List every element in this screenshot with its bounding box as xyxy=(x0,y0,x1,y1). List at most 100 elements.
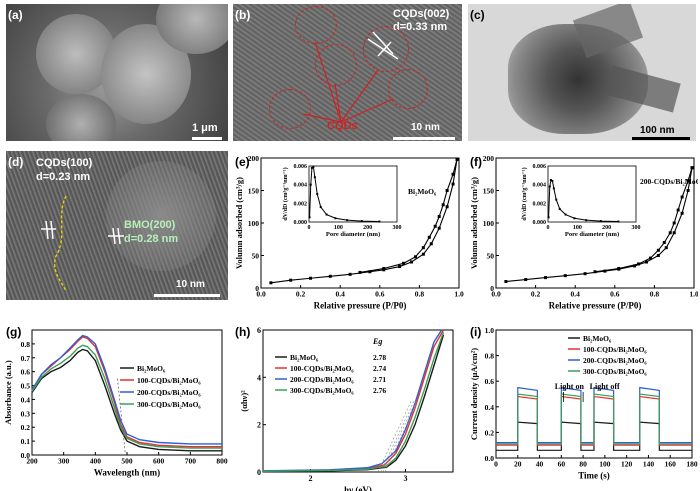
inset-point xyxy=(548,185,551,188)
legend-label: 200-CQDs/Bi₂MoO₆ xyxy=(137,388,201,397)
lattice-markers xyxy=(41,195,124,292)
y-axis-label: Volumn adsorbed (cm³/g) xyxy=(469,177,479,269)
x-tick-label: 0.4 xyxy=(336,290,346,299)
x-tick-label: 180 xyxy=(686,460,698,469)
inset-y-label: dV/dD (cm³g⁻¹nm⁻¹) xyxy=(521,167,528,220)
isotherm-point xyxy=(690,166,694,170)
current-trace xyxy=(496,395,692,446)
isotherm-point xyxy=(563,274,567,278)
y-tick-label: 0.4 xyxy=(485,403,495,412)
scale-bar xyxy=(393,137,455,140)
inset-frame xyxy=(547,165,637,223)
isotherm-point xyxy=(441,203,445,207)
isotherm-point xyxy=(656,248,660,252)
scale-text: 1 μm xyxy=(192,122,218,134)
legend-label: 300-CQDs/Bi₂MoO₆ xyxy=(583,367,647,376)
isotherm-point xyxy=(269,281,273,285)
x-tick-label: 80 xyxy=(579,460,587,469)
isotherm-point xyxy=(633,264,637,268)
inset-point xyxy=(319,206,322,209)
inset-x-label: Pore diameter (nm) xyxy=(326,231,380,238)
y-tick-label: 100 xyxy=(248,219,260,228)
isotherm-point xyxy=(328,274,332,278)
inset-pore-curve xyxy=(309,166,380,223)
x-tick-label: 120 xyxy=(621,460,633,469)
absorbance-line xyxy=(31,348,222,452)
x-axis-label: Time (s) xyxy=(578,471,610,481)
isotherm-point xyxy=(504,280,508,283)
isotherm-point xyxy=(437,215,441,218)
legend-label: Bi₂MoO₆ xyxy=(583,334,612,343)
plane2-text: BMO(200) xyxy=(124,219,176,231)
isotherm-point xyxy=(409,260,413,264)
x-axis-label: Relative pressure (P/P0) xyxy=(549,301,642,311)
light-on-label: Light on xyxy=(555,382,585,391)
y-tick-label: 0.3 xyxy=(21,409,31,418)
legend-label: 100-CQDs/Bi₂MoO₆ xyxy=(137,376,201,385)
legend-label: 200-CQDs/Bi₂MoO₆ xyxy=(583,356,647,365)
y-tick-label: 200 xyxy=(248,154,260,163)
inset-x-tick-label: 100 xyxy=(334,225,343,231)
y-tick-label: 0 xyxy=(490,284,494,293)
y-tick-label: 0.2 xyxy=(21,423,31,432)
isotherm-point xyxy=(686,189,690,192)
isotherm-point xyxy=(421,246,425,250)
panel-label-i: (i) xyxy=(470,325,482,339)
y-tick-label: 0 xyxy=(257,468,261,477)
x-tick-label: 700 xyxy=(185,457,197,466)
x-tick-label: 0.2 xyxy=(531,290,541,299)
panel-label-h: (h) xyxy=(235,325,251,339)
panel-label-b: (b) xyxy=(235,8,251,22)
scale-bar xyxy=(192,137,222,140)
inset-point xyxy=(555,198,558,201)
photocurrent-chart-i: 0 20 40 60 80 100 120 140 160 180 0.0 0.2 0.4 0.6 0.8 1… xyxy=(469,326,698,481)
isotherm-point xyxy=(451,182,455,186)
isotherm-point xyxy=(644,260,648,264)
absorbance-chart-g: 200 300 400 500 600 700 800 0.0 0.1 0.2 0.3 0.4 0.5 0… xyxy=(3,329,228,478)
legend-label: Bi₂MoO₆ xyxy=(290,353,319,362)
inset-x-tick-label: 200 xyxy=(363,225,372,231)
dspacing-text: d=0.33 nm xyxy=(393,21,448,33)
scale-text: 10 nm xyxy=(176,279,205,290)
isotherm-point xyxy=(451,172,455,176)
x-tick-label: 0.0 xyxy=(256,290,266,299)
isotherm-point xyxy=(524,278,528,282)
y-tick-label: 0.2 xyxy=(485,428,495,437)
eg-value: 2.74 xyxy=(373,364,386,373)
panel-label-c: (c) xyxy=(470,8,485,22)
light-off-label: Light off xyxy=(590,382,620,391)
plane-text: CQDs(002) xyxy=(393,8,450,20)
isotherm-point xyxy=(455,157,459,161)
y-axis-label: Absorbance (a.u.) xyxy=(3,360,13,425)
y-tick-label: 50 xyxy=(252,252,260,261)
isotherm-point xyxy=(421,252,425,256)
x-tick-label: 0.6 xyxy=(375,290,385,299)
inset-y-tick-label: 0.004 xyxy=(533,183,547,189)
inset-point xyxy=(552,187,555,190)
y-tick-label: 0.0 xyxy=(21,451,31,460)
particle-region xyxy=(106,161,216,271)
extrapolation-line xyxy=(380,400,415,473)
legend-label: 300-CQDs/Bi₂MoO₆ xyxy=(137,400,201,409)
x-tick-label: 600 xyxy=(153,457,165,466)
x-tick-label: 40 xyxy=(536,460,544,469)
y-axis-label: (αhν)² xyxy=(239,390,249,412)
isotherm-point xyxy=(437,226,441,230)
y-tick-label: 0.8 xyxy=(485,352,495,361)
cqd-circle xyxy=(269,89,311,129)
x-tick-label: 1.0 xyxy=(454,290,464,299)
inset-x-tick-label: 0 xyxy=(308,225,311,231)
inset-point xyxy=(585,219,588,222)
isotherm-point xyxy=(402,261,406,265)
isotherm-point xyxy=(662,241,666,244)
x-tick-label: 800 xyxy=(216,457,228,466)
eg-value: 2.78 xyxy=(373,353,386,362)
y-tick-label: 4 xyxy=(257,373,261,382)
isotherm-point xyxy=(445,205,449,209)
tangent-line xyxy=(117,378,126,456)
isotherm-point xyxy=(433,224,437,228)
inset-point xyxy=(378,220,381,223)
x-tick-label: 400 xyxy=(90,457,102,466)
y-tick-label: 0.8 xyxy=(21,340,31,349)
x-tick-label: 200 xyxy=(26,457,38,466)
